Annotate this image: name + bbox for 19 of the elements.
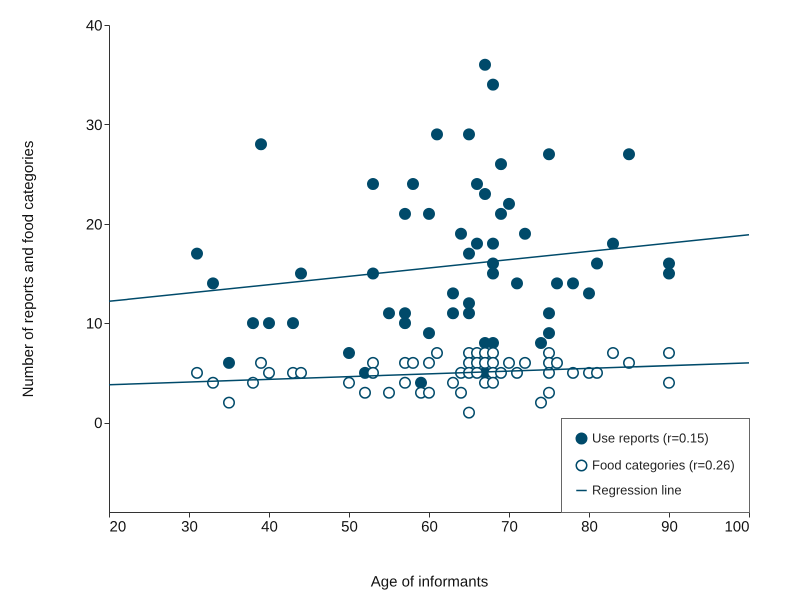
x-tick-label: 50 — [341, 518, 358, 536]
y-tick-label: 0 — [94, 415, 102, 432]
x-tick-label: 40 — [261, 518, 278, 536]
y-tick-label: 40 — [86, 18, 102, 34]
x-tick-label: 100 — [724, 518, 750, 536]
x-tick-label: 60 — [421, 518, 438, 536]
legend-label: Regression line — [592, 482, 682, 498]
x-tick-label: 80 — [581, 518, 598, 536]
y-axis-title: Number of reports and food categories — [20, 140, 37, 398]
x-tick-label: 30 — [181, 518, 198, 536]
x-tick-label: 20 — [110, 518, 126, 536]
x-tick-label: 70 — [501, 518, 518, 536]
y-tick-label: 10 — [86, 316, 102, 333]
y-tick-label: 20 — [86, 216, 102, 234]
y-tick-label: 30 — [86, 116, 102, 134]
legend-label: Use reports (r=0.15) — [592, 430, 709, 446]
legend-label: Food categories (r=0.26) — [592, 458, 735, 472]
x-axis-title: Age of informants — [370, 574, 488, 590]
x-tick-label: 90 — [661, 518, 678, 536]
